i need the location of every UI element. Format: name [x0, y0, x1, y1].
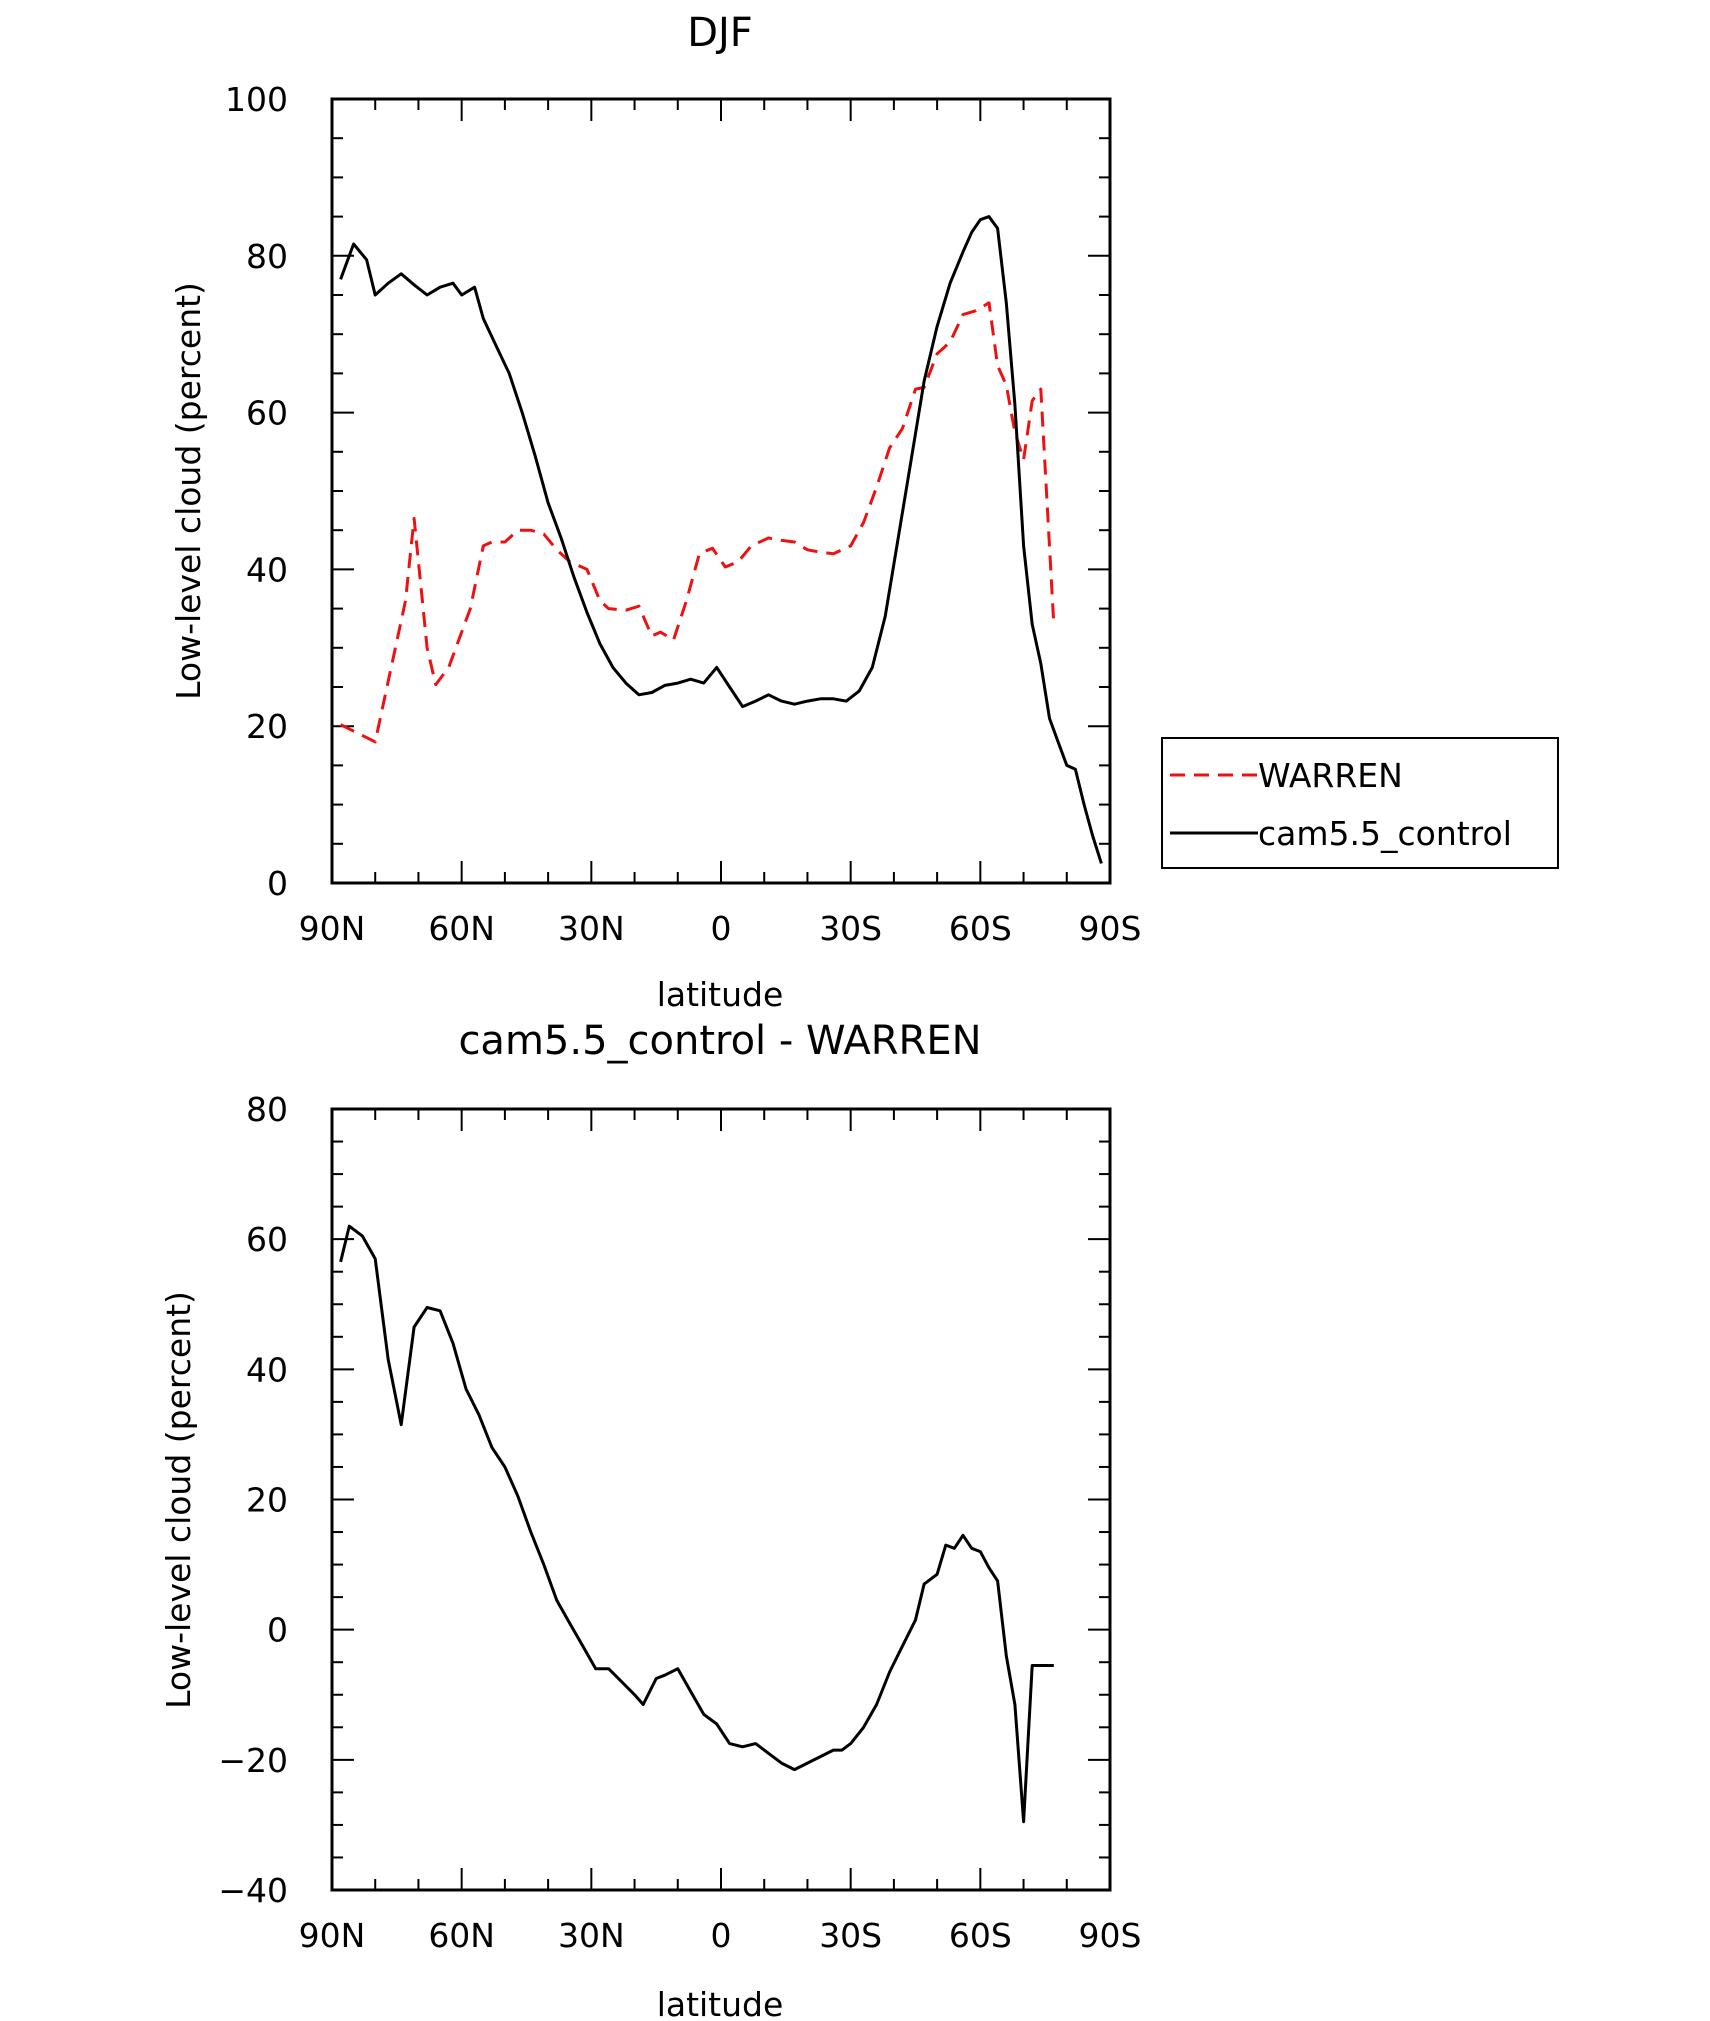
top-x-tick-label: 60N: [428, 909, 495, 948]
bottom-y-axis-label: Low-level cloud (percent): [159, 1291, 198, 1709]
bottom-plot-frame: [330, 1107, 1112, 1892]
bottom-y-tick-label: 0: [267, 1611, 288, 1650]
top-panel: DJF 90N 60N 30N 0 30S 60S 90S 0 20 40 60 80 100 lati…: [169, 10, 1141, 1014]
top-y-tick-label: 60: [246, 394, 288, 433]
top-chart-series: [339, 215, 1103, 864]
legend: WARREN cam5.5_control: [1161, 737, 1559, 869]
top-y-tick-label: 100: [225, 80, 288, 119]
bottom-chart-tick-labels: 90N 60N 30N 0 30S 60S 90S −40 −20 0 20 40 60 80: [218, 1090, 1141, 1955]
bottom-x-tick-label: 60N: [428, 1916, 495, 1955]
bottom-x-tick-label: 90N: [299, 1916, 366, 1955]
legend-label-warren: WARREN: [1258, 756, 1403, 795]
top-chart-tick-labels: 90N 60N 30N 0 30S 60S 90S 0 20 40 60 80 100: [225, 80, 1141, 948]
bottom-chart-title: cam5.5_control - WARREN: [458, 1018, 981, 1064]
top-x-tick-label: 90N: [299, 909, 366, 948]
top-y-tick-label: 40: [246, 550, 288, 589]
bottom-y-tick-label: 20: [246, 1481, 288, 1520]
bottom-y-tick-label: 40: [246, 1350, 288, 1389]
bottom-x-axis-label: latitude: [657, 1985, 784, 2021]
top-x-tick-label: 30N: [558, 909, 625, 948]
bottom-x-tick-label: 30S: [819, 1916, 882, 1955]
bottom-panel: cam5.5_control - WARREN 90N 60N 30N 0 30S 60S…: [159, 1018, 1141, 2021]
top-series-cam5-5-control: [339, 215, 1103, 864]
bottom-chart-ticks: [331, 1108, 1111, 1891]
bottom-y-tick-label: 80: [246, 1090, 288, 1129]
top-y-tick-label: 20: [246, 707, 288, 746]
legend-box: [1161, 737, 1559, 869]
bottom-chart-series: [339, 1224, 1054, 1824]
top-x-axis-label: latitude: [657, 975, 784, 1014]
top-x-tick-label: 30S: [819, 909, 882, 948]
top-y-tick-label: 80: [246, 237, 288, 276]
bottom-x-tick-label: 90S: [1079, 1916, 1142, 1955]
bottom-y-tick-label: −20: [218, 1741, 288, 1780]
top-plot-frame: [330, 97, 1112, 885]
top-y-tick-label: 0: [267, 864, 288, 903]
top-y-axis-label: Low-level cloud (percent): [169, 282, 208, 700]
bottom-x-tick-label: 30N: [558, 1916, 625, 1955]
top-x-tick-label: 60S: [949, 909, 1012, 948]
bottom-x-tick-label: 0: [711, 1916, 732, 1955]
bottom-series-cam5-5-control-warren: [339, 1224, 1054, 1824]
bottom-x-tick-label: 60S: [949, 1916, 1012, 1955]
top-x-tick-label: 0: [711, 909, 732, 948]
bottom-y-tick-label: −40: [218, 1871, 288, 1910]
top-series-warren: [339, 301, 1056, 744]
legend-label-control: cam5.5_control: [1258, 814, 1512, 853]
top-x-tick-label: 90S: [1079, 909, 1142, 948]
bottom-y-tick-label: 60: [246, 1220, 288, 1259]
top-chart-title: DJF: [687, 10, 753, 56]
top-chart-ticks: [331, 98, 1111, 884]
